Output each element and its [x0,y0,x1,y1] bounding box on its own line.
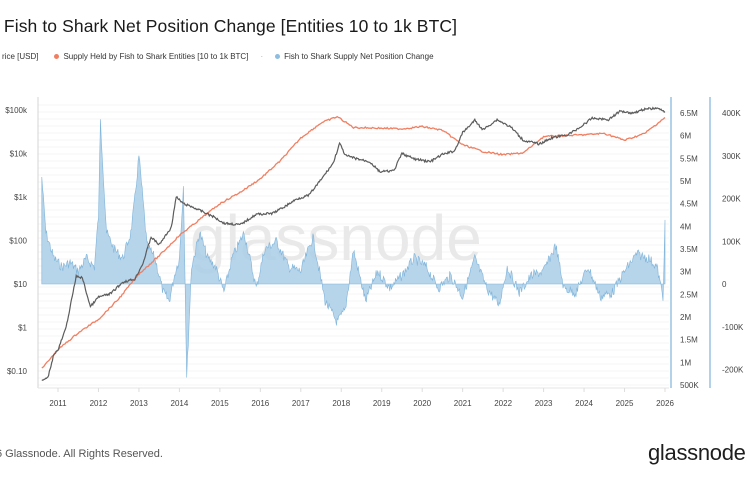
y-mid-tick-label: 2M [680,313,691,322]
legend-item-price[interactable]: rice [USD] [2,52,38,61]
y-mid-tick-label: 1.5M [680,336,698,345]
chart-title: : Fish to Shark Net Position Change [Ent… [0,16,458,36]
legend-dot-supply-icon [54,54,60,59]
x-tick-label: 2015 [211,399,229,408]
x-tick-label: 2012 [90,399,108,408]
legend-item-net[interactable]: Fish to Shark Supply Net Position Change [275,52,434,61]
price-series [41,106,666,381]
y-right-tick-label: 200K [722,195,741,204]
y-left-tick-label: $1 [18,324,27,333]
x-tick-label: 2021 [454,399,472,408]
y-right-tick-label: 300K [722,152,741,161]
legend-separator-icon: · [260,52,264,61]
x-tick-label: 2019 [373,399,391,408]
legend-label-price: rice [USD] [2,52,39,61]
y-mid-tick-label: 6M [680,132,691,141]
x-tick-label: 2013 [130,399,148,408]
y-right-tick-label: -200K [722,366,744,375]
x-tick-label: 2025 [616,399,634,408]
y-mid-tick-label: 4.5M [680,200,698,209]
y-mid-tick-label: 3M [680,268,691,277]
y-mid-tick-label: 5.5M [680,154,698,163]
axes: 2011 2012 2013 2014 2015 2016 2017 2018 2019 2020… [5,97,744,408]
legend-item-supply[interactable]: Supply Held by Fish to Shark Entities [1… [54,52,248,61]
y-mid-tick-label: 4M [680,222,691,231]
legend-dot-net-icon [275,54,281,59]
legend: rice [USD] Supply Held by Fish to Shark … [2,52,450,61]
y-right-tick-label: 400K [722,109,741,118]
x-tick-label: 2018 [332,399,350,408]
glassnode-logo: glassnode [648,440,746,465]
net-position-area [41,119,666,378]
copyright-footer: 6 Glassnode. All Rights Reserved. [0,448,163,460]
x-tick-label: 2022 [494,399,512,408]
x-tick-label: 2023 [535,399,553,408]
y-left-tick-label: $100k [5,106,28,115]
y-mid-tick-label: 2.5M [680,290,698,299]
x-tick-label: 2020 [413,399,431,408]
y-right-tick-label: 100K [722,237,741,246]
x-tick-label: 2017 [292,399,310,408]
x-tick-label: 2011 [49,399,67,408]
y-mid-tick-label: 1M [680,358,691,367]
x-tick-label: 2016 [251,399,269,408]
y-left-tick-label: $10 [14,280,28,289]
y-mid-tick-label: 3.5M [680,245,698,254]
y-mid-tick-label: 5M [680,177,691,186]
legend-label-supply: Supply Held by Fish to Shark Entities [1… [63,52,249,61]
x-tick-label: 2014 [171,399,189,408]
legend-label-net: Fish to Shark Supply Net Position Change [284,52,434,61]
price-line [41,106,666,381]
y-left-tick-label: $1k [14,193,28,202]
x-tick-label: 2024 [575,399,593,408]
y-left-tick-label: $0.10 [7,367,28,376]
net-position-series [41,119,666,378]
y-left-tick-label: $100 [9,237,27,246]
y-right-tick-label: -100K [722,323,744,332]
y-mid-tick-label: 6.5M [680,109,698,118]
y-mid-tick-label: 500K [680,381,699,390]
x-tick-label: 2026 [656,399,674,408]
y-left-tick-label: $10k [10,150,28,159]
y-right-tick-label: 0 [722,280,727,289]
